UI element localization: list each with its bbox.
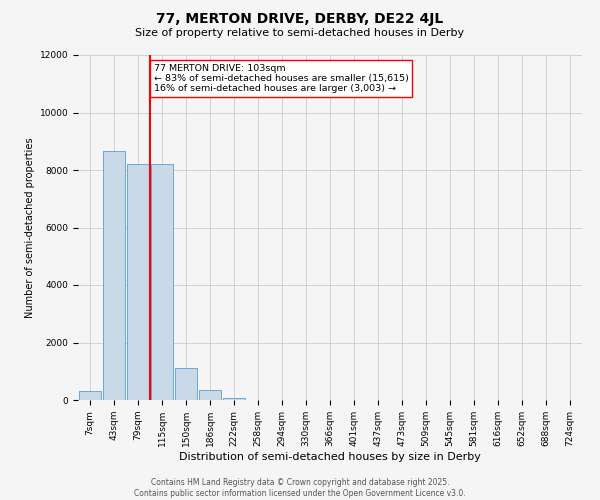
Bar	[175, 368, 197, 400]
Bar	[79, 392, 101, 400]
Bar	[127, 164, 149, 400]
Bar	[199, 390, 221, 400]
Text: Contains HM Land Registry data © Crown copyright and database right 2025.
Contai: Contains HM Land Registry data © Crown c…	[134, 478, 466, 498]
X-axis label: Distribution of semi-detached houses by size in Derby: Distribution of semi-detached houses by …	[179, 452, 481, 462]
Text: Size of property relative to semi-detached houses in Derby: Size of property relative to semi-detach…	[136, 28, 464, 38]
Text: 77 MERTON DRIVE: 103sqm
← 83% of semi-detached houses are smaller (15,615)
16% o: 77 MERTON DRIVE: 103sqm ← 83% of semi-de…	[154, 64, 409, 94]
Text: 77, MERTON DRIVE, DERBY, DE22 4JL: 77, MERTON DRIVE, DERBY, DE22 4JL	[157, 12, 443, 26]
Y-axis label: Number of semi-detached properties: Number of semi-detached properties	[25, 137, 35, 318]
Bar	[151, 164, 173, 400]
Bar	[103, 152, 125, 400]
Bar	[223, 398, 245, 400]
